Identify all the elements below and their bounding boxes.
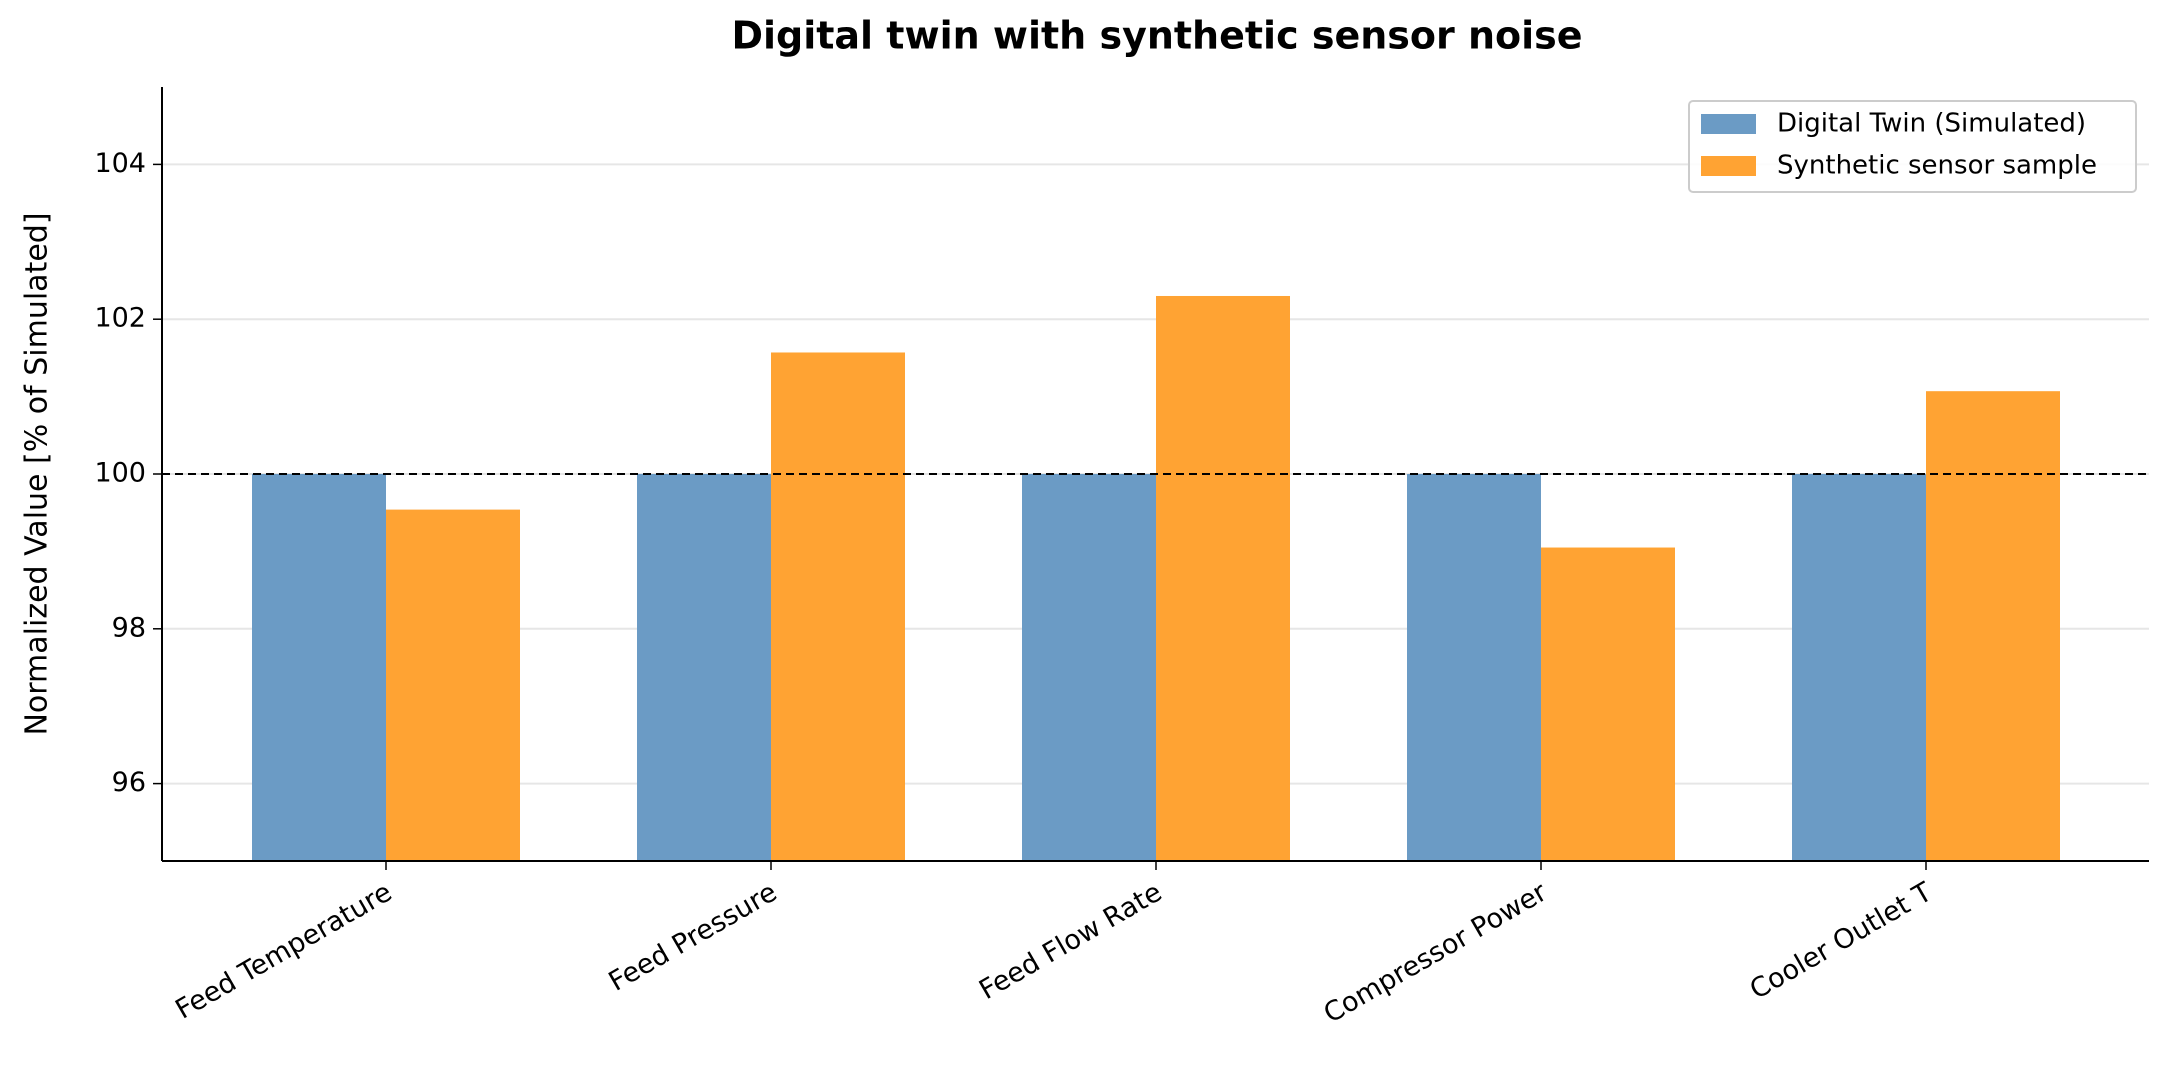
bar bbox=[252, 474, 386, 861]
y-axis-label: Normalized Value [% of Simulated] bbox=[20, 212, 55, 735]
y-tick-label: 96 bbox=[112, 767, 146, 798]
x-tick-label: Feed Flow Rate bbox=[974, 877, 1167, 1006]
legend-swatch bbox=[1701, 156, 1756, 176]
legend-label: Digital Twin (Simulated) bbox=[1777, 109, 2086, 139]
bar bbox=[1541, 547, 1675, 861]
x-tick-label: Cooler Outlet T bbox=[1745, 876, 1938, 1005]
y-tick-label: 102 bbox=[94, 303, 146, 334]
x-tick-label: Feed Pressure bbox=[604, 877, 783, 998]
bar bbox=[771, 352, 905, 861]
bar bbox=[1926, 391, 2060, 861]
legend-label: Synthetic sensor sample bbox=[1777, 151, 2097, 181]
bar bbox=[1407, 474, 1541, 861]
x-tick-label: Compressor Power bbox=[1319, 876, 1553, 1029]
bar bbox=[1022, 474, 1156, 861]
y-tick-label: 100 bbox=[94, 458, 146, 489]
y-tick-label: 98 bbox=[112, 612, 146, 643]
y-tick-label: 104 bbox=[94, 148, 146, 179]
bar bbox=[637, 474, 771, 861]
legend-box bbox=[1688, 100, 2137, 193]
bar bbox=[1792, 474, 1926, 861]
legend-swatch bbox=[1701, 114, 1756, 134]
x-tick-label: Feed Temperature bbox=[170, 877, 397, 1026]
bar bbox=[1156, 295, 1290, 862]
legend: Digital Twin (Simulated) Synthetic sensor… bbox=[1688, 100, 2137, 193]
bar bbox=[386, 509, 520, 861]
chart-title: Digital twin with synthetic sensor noise bbox=[731, 14, 1582, 58]
